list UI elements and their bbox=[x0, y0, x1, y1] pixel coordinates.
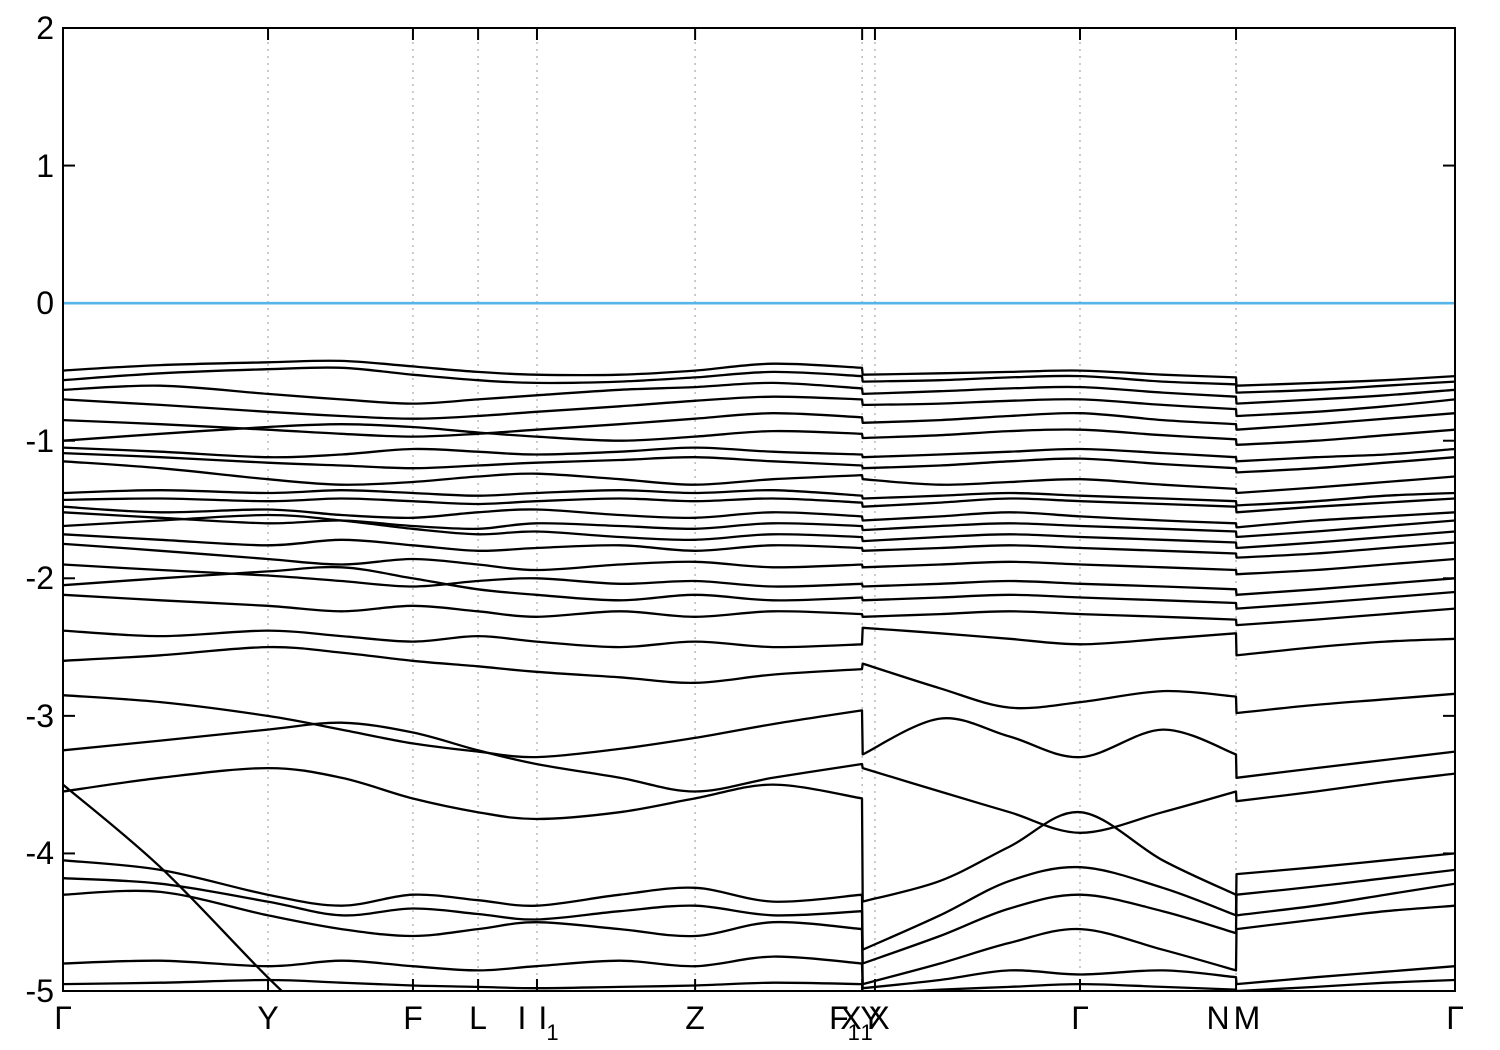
k-point-label: X1 bbox=[840, 1000, 873, 1046]
k-point-label: I1 bbox=[538, 1000, 559, 1046]
y-tick-label: -1 bbox=[25, 423, 54, 459]
y-tick-label: -2 bbox=[25, 560, 54, 596]
energy-band bbox=[63, 955, 1455, 990]
k-point-label-subscript: 1 bbox=[860, 1020, 873, 1046]
k-point-label-subscript: 1 bbox=[847, 1020, 860, 1046]
k-point-label: M bbox=[1233, 1000, 1261, 1036]
energy-band bbox=[63, 505, 1455, 529]
energy-band bbox=[63, 497, 1455, 514]
energy-band bbox=[63, 533, 1455, 559]
energy-band bbox=[63, 411, 1455, 438]
energy-band bbox=[63, 513, 1455, 550]
k-point-label: F bbox=[403, 1000, 423, 1036]
plot-border bbox=[62, 27, 1456, 992]
energy-band bbox=[63, 542, 1455, 576]
energy-band bbox=[63, 395, 1455, 420]
y-tick-label: 0 bbox=[36, 285, 54, 321]
energy-band bbox=[63, 423, 1455, 446]
energy-band bbox=[63, 451, 1455, 474]
y-tick-label: 1 bbox=[36, 148, 54, 184]
k-point-label: X bbox=[868, 1000, 890, 1036]
energy-band bbox=[63, 359, 1455, 387]
energy-band bbox=[63, 446, 1455, 463]
k-point-label: Y bbox=[257, 1000, 279, 1036]
k-point-label: Γ bbox=[54, 1000, 72, 1036]
k-point-label: Z bbox=[685, 1000, 705, 1036]
energy-band bbox=[63, 563, 1455, 596]
energy-band bbox=[63, 626, 1455, 657]
energy-band bbox=[63, 978, 1455, 991]
energy-band bbox=[63, 366, 1455, 394]
k-point-label: F1 bbox=[829, 1000, 860, 1046]
energy-band bbox=[63, 694, 1455, 779]
energy-band bbox=[63, 489, 1455, 507]
y-tick-label: -4 bbox=[25, 835, 54, 871]
k-point-label: Γ bbox=[1446, 1000, 1464, 1036]
y-tick-label: -5 bbox=[25, 973, 54, 1009]
y-tick-label: 2 bbox=[36, 10, 54, 46]
k-point-label: Y bbox=[860, 1000, 882, 1036]
y-tick-label: -3 bbox=[25, 698, 54, 734]
energy-band bbox=[63, 593, 1455, 627]
k-point-label: I bbox=[517, 1000, 527, 1036]
k-point-label: L bbox=[469, 1000, 487, 1036]
energy-band bbox=[63, 645, 1455, 715]
energy-band bbox=[63, 783, 284, 991]
k-point-label: N bbox=[1206, 1000, 1230, 1036]
k-point-label: Γ bbox=[1071, 1000, 1089, 1036]
energy-band bbox=[63, 889, 1455, 986]
k-point-label-subscript: 1 bbox=[546, 1020, 559, 1046]
energy-band bbox=[63, 460, 1455, 495]
energy-band bbox=[63, 565, 1455, 610]
energy-band bbox=[63, 381, 1455, 405]
energy-band bbox=[63, 721, 1455, 834]
